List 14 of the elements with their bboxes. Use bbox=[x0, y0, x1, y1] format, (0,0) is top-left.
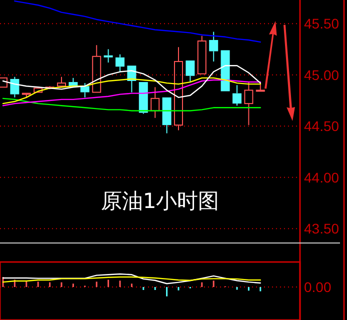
annotation: 原油1小时图 bbox=[100, 189, 220, 213]
candlestick bbox=[232, 84, 242, 106]
candlestick bbox=[10, 76, 20, 98]
line-series bbox=[14, 0, 261, 43]
candlestick bbox=[104, 48, 113, 64]
y-tick-label: 44.00 bbox=[304, 169, 340, 186]
line-series bbox=[2, 65, 261, 98]
y-tick-label: 43.50 bbox=[304, 220, 340, 237]
y-tick-label: 45.50 bbox=[304, 16, 340, 32]
y-tick-label: 45.00 bbox=[304, 66, 340, 83]
line-series bbox=[2, 98, 261, 112]
ref-line-label: 0.00 bbox=[304, 279, 332, 295]
y-tick-label: 44.50 bbox=[304, 118, 340, 134]
candlestick bbox=[150, 86, 160, 118]
